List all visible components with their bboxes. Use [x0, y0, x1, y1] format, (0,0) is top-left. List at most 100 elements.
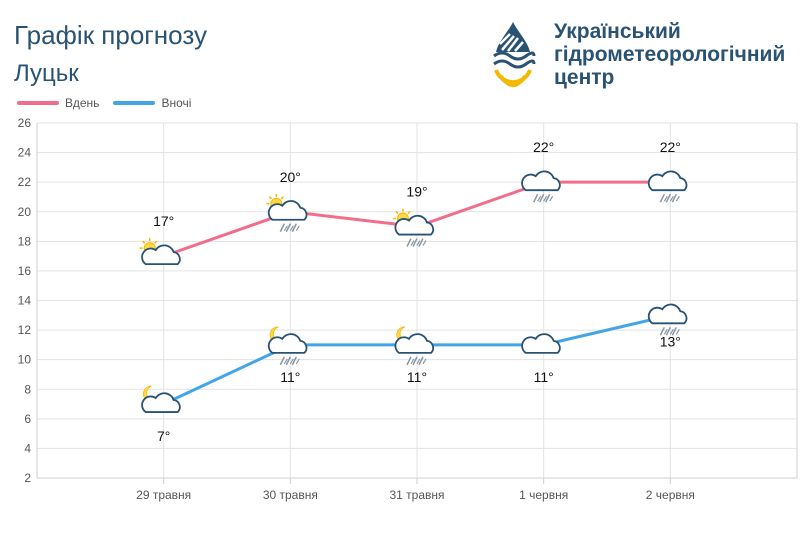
- rain-drop: [665, 326, 672, 336]
- rain-drop: [659, 193, 666, 203]
- sun-ray: [280, 196, 284, 200]
- y-tick-label: 10: [18, 353, 32, 367]
- rain-drop: [279, 356, 286, 366]
- rain-drop: [406, 238, 412, 247]
- rain-drop: [538, 193, 545, 203]
- rain-drop: [289, 358, 294, 365]
- rain-drop: [663, 328, 668, 335]
- y-tick-label: 4: [24, 441, 31, 455]
- y-tick-label: 26: [18, 116, 32, 130]
- rain-drop: [422, 358, 427, 365]
- chart-legend: Вдень Вночі: [17, 96, 205, 110]
- moon-cloud-icon: [141, 385, 181, 413]
- cloud-shape: [647, 303, 688, 325]
- rain-drop: [285, 356, 292, 366]
- x-tick-label: 29 травня: [136, 488, 191, 502]
- city-name: Луцьк: [14, 60, 79, 87]
- moon-cloud-rain-icon: [267, 326, 308, 366]
- rain-drop: [544, 193, 551, 203]
- rain-drop: [663, 195, 668, 202]
- org-name: Український гідрометеорологічний центр: [554, 20, 785, 89]
- legend-label-day: Вдень: [65, 96, 100, 110]
- y-tick-label: 22: [18, 175, 32, 189]
- sun-ray: [268, 196, 272, 200]
- rain-drop: [291, 223, 298, 233]
- ukrhydromet-logo-icon: [493, 22, 536, 88]
- legend-item-day[interactable]: Вдень: [17, 96, 99, 110]
- rain-drop: [669, 328, 674, 335]
- y-tick-label: 6: [24, 412, 31, 426]
- rain-drop: [422, 240, 427, 246]
- x-tick-label: 1 червня: [519, 488, 568, 502]
- rain-drop: [410, 358, 415, 365]
- sun-ray: [154, 240, 158, 244]
- rain-drop: [279, 223, 286, 233]
- cloud-rain-icon: [647, 170, 688, 203]
- rain-drop: [665, 193, 672, 203]
- sun-ray: [142, 240, 146, 244]
- data-label-day: 22°: [660, 139, 681, 155]
- sun-ray: [407, 210, 411, 215]
- rain-drop: [537, 195, 542, 202]
- rain-drop: [675, 195, 680, 202]
- cloud-shape: [647, 170, 688, 192]
- cloud-rain-icon: [521, 170, 561, 203]
- sun-ray: [395, 210, 399, 215]
- rain-drop: [283, 225, 288, 232]
- y-tick-label: 16: [18, 264, 32, 278]
- rain-drop: [549, 195, 554, 202]
- x-tick-label: 2 червня: [646, 488, 695, 502]
- legend-swatch-day: [17, 101, 59, 105]
- cloud-shape: [394, 214, 435, 236]
- sun-cloud-icon: [139, 238, 181, 266]
- rain-drop: [418, 238, 424, 247]
- rain-drop: [671, 193, 678, 203]
- x-tick-label: 31 травня: [389, 488, 444, 502]
- rain-drop: [295, 358, 300, 365]
- rain-drop: [543, 195, 548, 202]
- cloud-rain-icon: [647, 303, 688, 336]
- cloud-shape: [141, 244, 181, 266]
- data-label-night: 7°: [157, 428, 170, 444]
- moon-cloud-rain-icon: [394, 326, 435, 366]
- rain-drop: [532, 193, 539, 203]
- y-tick-label: 2: [24, 471, 31, 485]
- rain-drop: [675, 328, 680, 335]
- rain-drop: [416, 358, 421, 365]
- rain-drop: [285, 223, 292, 233]
- rain-drop: [289, 225, 294, 232]
- org-name-line2: гідрометеорологічний: [554, 43, 786, 66]
- rain-drop: [416, 240, 421, 246]
- cloud-shape: [521, 170, 561, 192]
- data-label-night: 11°: [534, 369, 554, 385]
- cloud-shape: [267, 200, 308, 221]
- sun-cloud-rain-icon: [393, 208, 435, 247]
- rain-drop: [283, 358, 288, 365]
- data-label-night: 11°: [280, 369, 300, 385]
- data-label-day: 19°: [406, 184, 427, 200]
- rain-drop: [418, 356, 424, 366]
- y-tick-label: 18: [18, 234, 32, 248]
- rain-drop: [669, 195, 674, 202]
- org-name-line3: центр: [554, 66, 615, 89]
- data-label-day: 22°: [533, 139, 554, 155]
- rain-drop: [291, 356, 298, 366]
- sun-cloud-rain-icon: [266, 193, 308, 233]
- y-tick-label: 12: [18, 323, 32, 337]
- rain-drop: [410, 240, 415, 246]
- rain-drop: [295, 225, 300, 232]
- cloud-shape: [141, 392, 181, 413]
- x-tick-label: 30 травня: [263, 488, 318, 502]
- rain-drop: [412, 238, 418, 247]
- rain-drop: [412, 356, 418, 366]
- legend-label-night: Вночі: [161, 96, 192, 110]
- y-tick-label: 8: [24, 382, 31, 396]
- page-title: Графік прогнозу: [14, 20, 207, 50]
- rain-drop: [671, 326, 678, 336]
- data-label-night: 13°: [660, 333, 681, 349]
- rain-drop: [659, 326, 666, 336]
- legend-item-night[interactable]: Вночі: [113, 96, 191, 110]
- legend-swatch-night: [113, 101, 156, 105]
- y-tick-label: 20: [18, 205, 32, 219]
